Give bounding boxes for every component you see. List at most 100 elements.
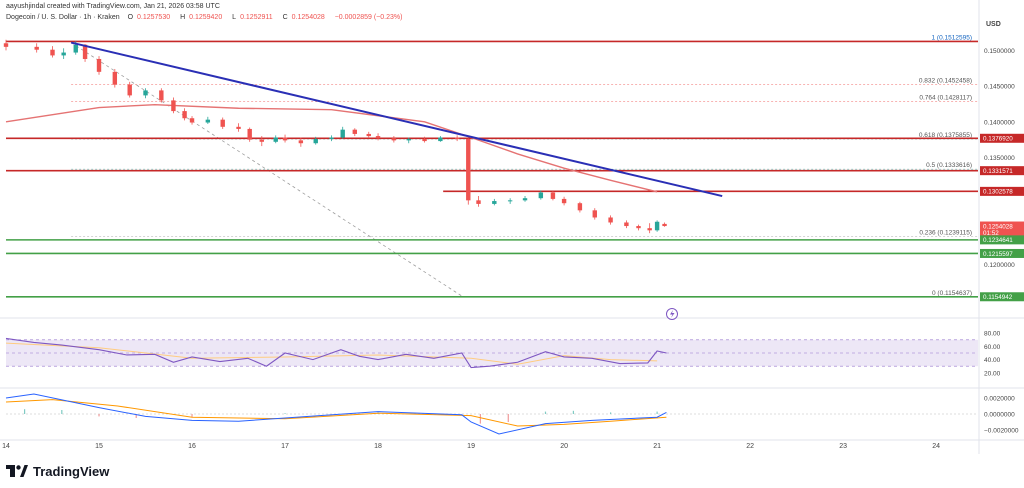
candle-body xyxy=(476,200,481,204)
price-tag-box xyxy=(980,248,1024,258)
rsi-line xyxy=(5,337,667,369)
candle-body xyxy=(73,44,78,53)
macd-histogram-bar xyxy=(572,410,574,414)
candle xyxy=(454,135,460,142)
candle xyxy=(647,223,652,234)
time-axis-tick: 23 xyxy=(839,443,847,450)
candle-body xyxy=(577,203,583,211)
candle xyxy=(273,135,278,144)
brand-name: TradingView xyxy=(33,463,110,479)
macd-histogram-bar xyxy=(135,414,137,418)
time-axis-tick: 16 xyxy=(188,443,196,450)
replay-icon-bolt xyxy=(670,310,675,318)
macd-histogram-bar xyxy=(479,414,481,424)
candle xyxy=(50,46,55,58)
candle xyxy=(636,224,641,231)
price-tag-label: 0.1254028 xyxy=(983,223,1013,230)
candle-body xyxy=(375,136,381,139)
candle xyxy=(34,43,39,53)
candle xyxy=(313,136,318,145)
candle xyxy=(550,191,556,201)
candle xyxy=(507,198,513,204)
fib-level-label: 0.832 (0.1452458) xyxy=(919,77,972,84)
publisher-line: aayushjindal created with TradingView.co… xyxy=(6,3,220,10)
candle-body xyxy=(3,43,9,47)
candle xyxy=(592,208,597,220)
candle-body xyxy=(466,138,471,201)
ohlc-high: H 0.1259420 xyxy=(180,14,223,21)
fib-level-label: 0.618 (0.1375855) xyxy=(919,132,972,139)
candle-body xyxy=(205,119,211,123)
candle-body xyxy=(236,126,241,129)
price-axis-currency: USD xyxy=(986,21,1001,28)
candle-body xyxy=(96,58,102,72)
candle-body xyxy=(298,140,304,144)
candle-body xyxy=(522,198,528,201)
candle xyxy=(159,88,164,103)
macd-histogram-bar xyxy=(24,409,26,414)
candle xyxy=(624,220,629,229)
candle xyxy=(282,134,288,143)
price-tag-box xyxy=(980,221,1024,237)
candle xyxy=(247,127,252,142)
time-axis-tick: 24 xyxy=(932,443,940,450)
moving-average-line xyxy=(5,103,658,193)
rsi-axis-tick: 40.00 xyxy=(984,357,1001,364)
candle xyxy=(466,138,471,205)
macd-line xyxy=(5,393,667,435)
candle-body xyxy=(662,223,667,227)
candle-body xyxy=(313,138,318,144)
rsi-axis-tick: 20.00 xyxy=(984,370,1001,377)
candle-body xyxy=(492,201,497,204)
price-tag-label: 0.1376920 xyxy=(983,136,1013,143)
candle-body xyxy=(82,44,88,59)
price-axis-tick: 0.1500000 xyxy=(984,48,1015,55)
time-axis-tick: 15 xyxy=(95,443,103,450)
fib-level-label: 0.5 (0.1333616) xyxy=(926,162,972,169)
price-tag-box xyxy=(980,235,1024,245)
candle-body xyxy=(438,137,443,142)
time-axis-tick: 21 xyxy=(653,443,661,450)
candle-body xyxy=(406,138,411,141)
candle-body xyxy=(391,138,397,141)
candle-body xyxy=(654,221,660,231)
candle-body xyxy=(538,192,544,199)
candle xyxy=(329,135,334,142)
candle-body xyxy=(159,90,164,101)
candle-body xyxy=(282,137,288,141)
candle-body xyxy=(171,100,176,112)
price-axis-tick: 0.1200000 xyxy=(984,262,1015,269)
price-tag-label: 0.1154942 xyxy=(983,294,1013,301)
price-tag-label: 0.1331571 xyxy=(983,168,1013,175)
candle xyxy=(522,196,528,202)
candle xyxy=(205,116,211,124)
candle xyxy=(340,126,345,139)
symbol-title[interactable]: Dogecoin / U. S. Dollar · 1h · Kraken xyxy=(6,14,120,21)
macd-axis-tick: −0.0020000 xyxy=(984,428,1019,435)
tradingview-brand[interactable]: TradingView xyxy=(6,462,109,480)
price-tag-label: 0.1215597 xyxy=(983,251,1013,258)
replay-icon xyxy=(666,308,678,320)
candle xyxy=(577,201,583,213)
price-tag-box xyxy=(980,133,1024,143)
candle xyxy=(422,136,427,143)
candle xyxy=(608,215,613,225)
candle xyxy=(112,68,118,88)
ohlc-change: −0.0002859 (−0.23%) xyxy=(334,14,403,21)
candle-body xyxy=(182,111,187,119)
macd-histogram-bar xyxy=(609,412,612,414)
ohlc-open: O 0.1257530 xyxy=(127,14,171,21)
candle-body xyxy=(592,210,597,218)
price-tag-label: 0.1302578 xyxy=(983,189,1013,196)
tradingview-logo-icon xyxy=(6,465,28,477)
macd-histogram-bar xyxy=(284,413,286,414)
candle xyxy=(3,39,9,51)
candle-body xyxy=(561,198,567,204)
candle xyxy=(391,136,397,143)
candle-body xyxy=(550,192,556,199)
price-axis-tick: 0.1450000 xyxy=(984,84,1015,91)
ohlc-close: C 0.1254028 xyxy=(282,14,325,21)
candle xyxy=(189,116,195,125)
